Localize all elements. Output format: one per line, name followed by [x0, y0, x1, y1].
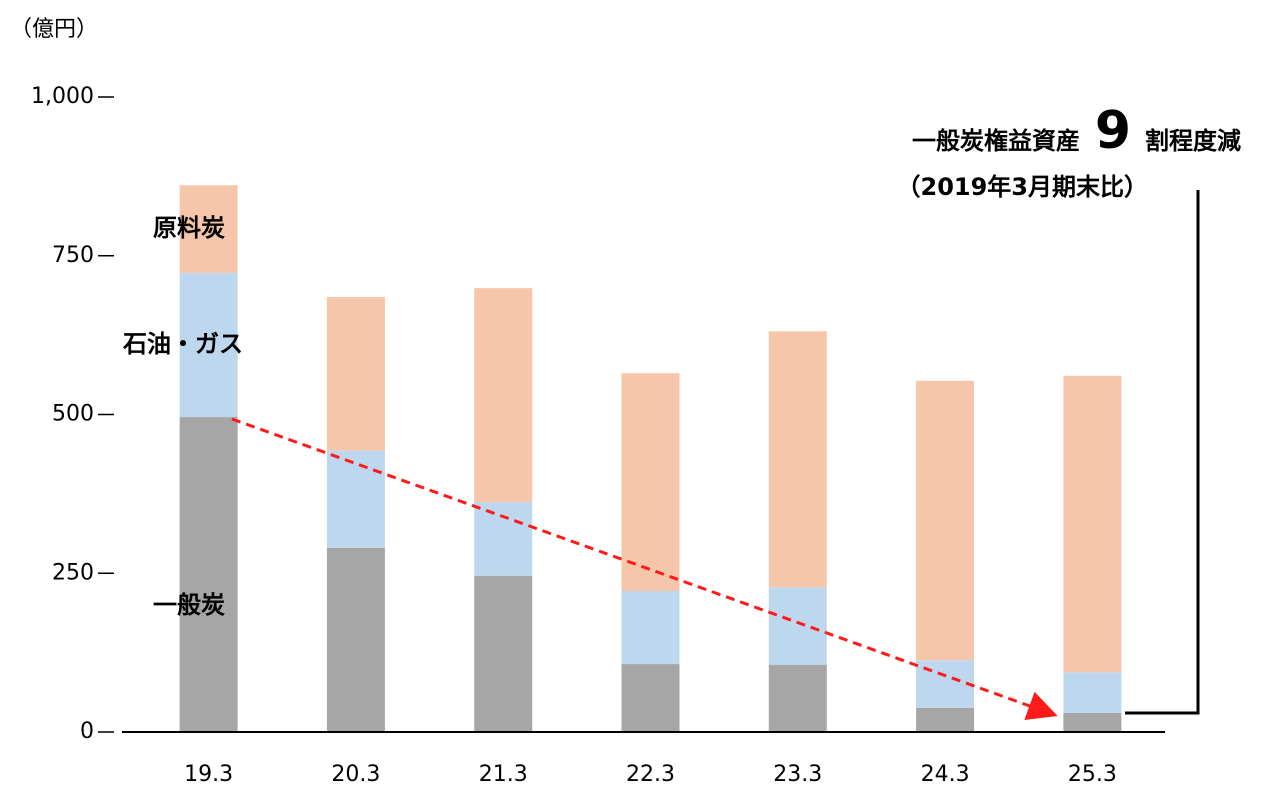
bar-segment: [326, 297, 385, 451]
x-tick-label: 25.3: [1068, 762, 1117, 787]
bar-segment: [916, 707, 975, 732]
x-tick-label: 21.3: [479, 762, 528, 787]
bracket: [1125, 190, 1200, 715]
bar-segment: [621, 591, 680, 665]
x-tick-label: 23.3: [773, 762, 822, 787]
y-tick-label: 750: [52, 243, 94, 268]
bar-segment: [916, 380, 975, 661]
bar-segment: [179, 185, 238, 273]
y-tick-label: 0: [80, 719, 94, 744]
bar-segment: [1063, 375, 1122, 673]
bar-segment: [474, 575, 533, 732]
trend-arrow: [231, 417, 1058, 720]
bar-segment: [326, 547, 385, 732]
annotation-note: （2019年3月期末比）: [897, 173, 1149, 201]
x-tick-label: 22.3: [626, 762, 675, 787]
annotation-text: 一般炭権益資産: [912, 127, 1080, 155]
y-tick-label: 250: [52, 560, 94, 585]
bar-segment: [621, 664, 680, 732]
x-tick-label: 20.3: [331, 762, 380, 787]
bar-segment: [768, 664, 827, 732]
y-tick-label: 500: [52, 402, 94, 427]
bar-segment: [621, 373, 680, 592]
bar-segment: [179, 417, 238, 732]
bar-segment: [768, 587, 827, 665]
bar-segment: [1063, 712, 1122, 732]
bar-segment: [326, 450, 385, 548]
y-tick-label: 1,000: [31, 84, 94, 109]
unit-label: （億円）: [10, 17, 98, 42]
bar-segment: [768, 331, 827, 588]
x-tick-label: 19.3: [184, 762, 233, 787]
series-label: 原料炭: [153, 214, 225, 242]
bar-segment: [179, 272, 238, 418]
annotation-number: 9: [1095, 101, 1131, 161]
series-label: 石油・ガス: [122, 330, 243, 358]
bar-segment: [474, 502, 533, 576]
bar-segment: [474, 288, 533, 503]
annotation-text: 割程度減: [1145, 127, 1241, 155]
annotation: 一般炭権益資産 9 割程度減 （2019年3月期末比）: [897, 101, 1242, 201]
x-tick-label: 24.3: [921, 762, 970, 787]
series-label: 一般炭: [153, 591, 225, 619]
bar-segment: [1063, 672, 1122, 713]
